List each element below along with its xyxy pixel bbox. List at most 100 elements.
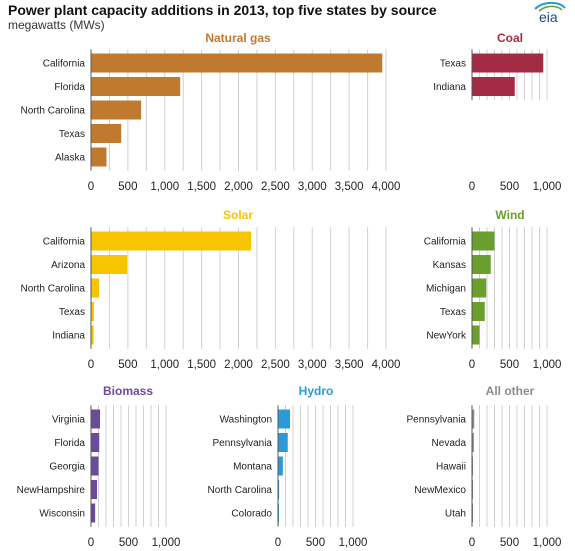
hydro-category-label: Washington <box>220 415 272 426</box>
all-other-category-label: Utah <box>445 509 466 520</box>
wind-category-label: Texas <box>440 307 466 318</box>
hydro-category-label: Colorado <box>231 509 272 520</box>
natural-gas-category-label: North Carolina <box>21 106 86 117</box>
solar-bar-indiana <box>91 325 94 345</box>
biomass-bar-georgia <box>91 456 99 476</box>
natural-gas-tick-label: 2,500 <box>261 181 290 193</box>
hydro-bar-pennsylvania <box>278 433 288 452</box>
biomass-tick-label: 1,000 <box>152 537 181 549</box>
natural-gas-category-label: Texas <box>59 129 85 140</box>
solar-tick-label: 3,500 <box>335 359 364 371</box>
coal-panel-title: Coal <box>497 31 523 45</box>
solar-tick-label: 500 <box>118 359 137 371</box>
all-other-category-label: Hawaii <box>436 462 466 473</box>
all-other-category-label: Nevada <box>432 438 467 449</box>
biomass-bar-newhampshire <box>91 480 97 499</box>
solar-tick-label: 1,500 <box>187 359 216 371</box>
logo-text: eia <box>539 9 558 24</box>
wind-bar-kansas <box>472 255 491 274</box>
coal-bar-indiana <box>472 77 515 96</box>
biomass-category-label: Georgia <box>49 462 85 473</box>
all-other-tick-label: 0 <box>469 537 475 549</box>
solar-bar-north-carolina <box>91 278 100 298</box>
solar-category-label: Arizona <box>51 260 85 271</box>
biomass-panel-title: Biomass <box>103 384 153 398</box>
wind-category-label: California <box>424 237 467 248</box>
hydro-bar-montana <box>278 456 283 476</box>
all-other-category-label: Pennsylvania <box>407 415 467 426</box>
solar-category-label: Texas <box>59 307 85 318</box>
wind-bar-michigan <box>472 278 487 298</box>
wind-bar-texas <box>472 302 485 321</box>
natural-gas-bar-alaska <box>91 147 107 167</box>
natural-gas-tick-label: 2,000 <box>224 181 253 193</box>
biomass-category-label: Virginia <box>52 415 86 426</box>
wind-bar-california <box>472 231 495 251</box>
coal-category-label: Indiana <box>433 82 466 93</box>
solar-tick-label: 2,000 <box>224 359 253 371</box>
solar-bar-california <box>91 231 252 251</box>
biomass-tick-label: 0 <box>88 537 94 549</box>
wind-tick-label: 0 <box>469 359 475 371</box>
eia-logo: eia <box>534 1 566 24</box>
solar-category-label: California <box>43 237 86 248</box>
hydro-tick-label: 1,000 <box>339 537 368 549</box>
wind-bar-newyork <box>472 325 480 345</box>
biomass-bar-florida <box>91 433 100 452</box>
natural-gas-category-label: Alaska <box>55 153 85 164</box>
solar-tick-label: 1,000 <box>150 359 179 371</box>
solar-bar-texas <box>91 302 94 321</box>
biomass-category-label: NewHampshire <box>17 485 86 496</box>
wind-category-label: Michigan <box>426 284 466 295</box>
natural-gas-bar-california <box>91 53 383 73</box>
coal-bar-texas <box>472 53 544 73</box>
coal-category-label: Texas <box>440 59 466 70</box>
natural-gas-tick-label: 0 <box>88 181 94 193</box>
solar-category-label: North Carolina <box>21 284 86 295</box>
solar-bar-arizona <box>91 255 128 274</box>
hydro-panel-title: Hydro <box>299 384 334 398</box>
chart-subtitle: megawatts (MWs) <box>8 18 105 32</box>
hydro-bar-washington <box>278 409 290 429</box>
all-other-bar-nevada <box>472 433 474 452</box>
hydro-tick-label: 500 <box>306 537 325 549</box>
wind-tick-label: 500 <box>500 359 519 371</box>
natural-gas-bar-florida <box>91 77 181 96</box>
natural-gas-panel-title: Natural gas <box>205 31 271 45</box>
natural-gas-category-label: California <box>43 59 86 70</box>
natural-gas-tick-label: 4,000 <box>372 181 401 193</box>
biomass-tick-label: 500 <box>119 537 138 549</box>
natural-gas-tick-label: 3,500 <box>335 181 364 193</box>
all-other-tick-label: 1,000 <box>533 537 562 549</box>
coal-tick-label: 1,000 <box>533 181 562 193</box>
solar-tick-label: 4,000 <box>372 359 401 371</box>
coal-tick-label: 0 <box>469 181 475 193</box>
all-other-bar-pennsylvania <box>472 409 475 429</box>
wind-panel-title: Wind <box>495 208 524 222</box>
biomass-bar-virginia <box>91 409 100 429</box>
all-other-category-label: NewMexico <box>414 485 466 496</box>
natural-gas-tick-label: 3,000 <box>298 181 327 193</box>
wind-category-label: Kansas <box>433 260 466 271</box>
wind-category-label: NewYork <box>426 331 467 342</box>
logo-arc-inner <box>538 5 563 12</box>
hydro-bar-north-carolina <box>278 480 280 499</box>
all-other-tick-label: 500 <box>500 537 519 549</box>
hydro-category-label: Pennsylvania <box>213 438 273 449</box>
solar-tick-label: 3,000 <box>298 359 327 371</box>
biomass-category-label: Florida <box>54 438 85 449</box>
solar-panel-title: Solar <box>223 208 253 222</box>
solar-category-label: Indiana <box>52 331 85 342</box>
natural-gas-tick-label: 1,000 <box>150 181 179 193</box>
biomass-category-label: Wisconsin <box>39 509 85 520</box>
hydro-category-label: North Carolina <box>208 485 273 496</box>
natural-gas-category-label: Florida <box>54 82 85 93</box>
solar-tick-label: 0 <box>88 359 94 371</box>
wind-tick-label: 1,000 <box>533 359 562 371</box>
natural-gas-bar-north-carolina <box>91 100 142 120</box>
solar-tick-label: 2,500 <box>261 359 290 371</box>
hydro-category-label: Montana <box>233 462 272 473</box>
natural-gas-bar-texas <box>91 124 122 143</box>
coal-tick-label: 500 <box>500 181 519 193</box>
